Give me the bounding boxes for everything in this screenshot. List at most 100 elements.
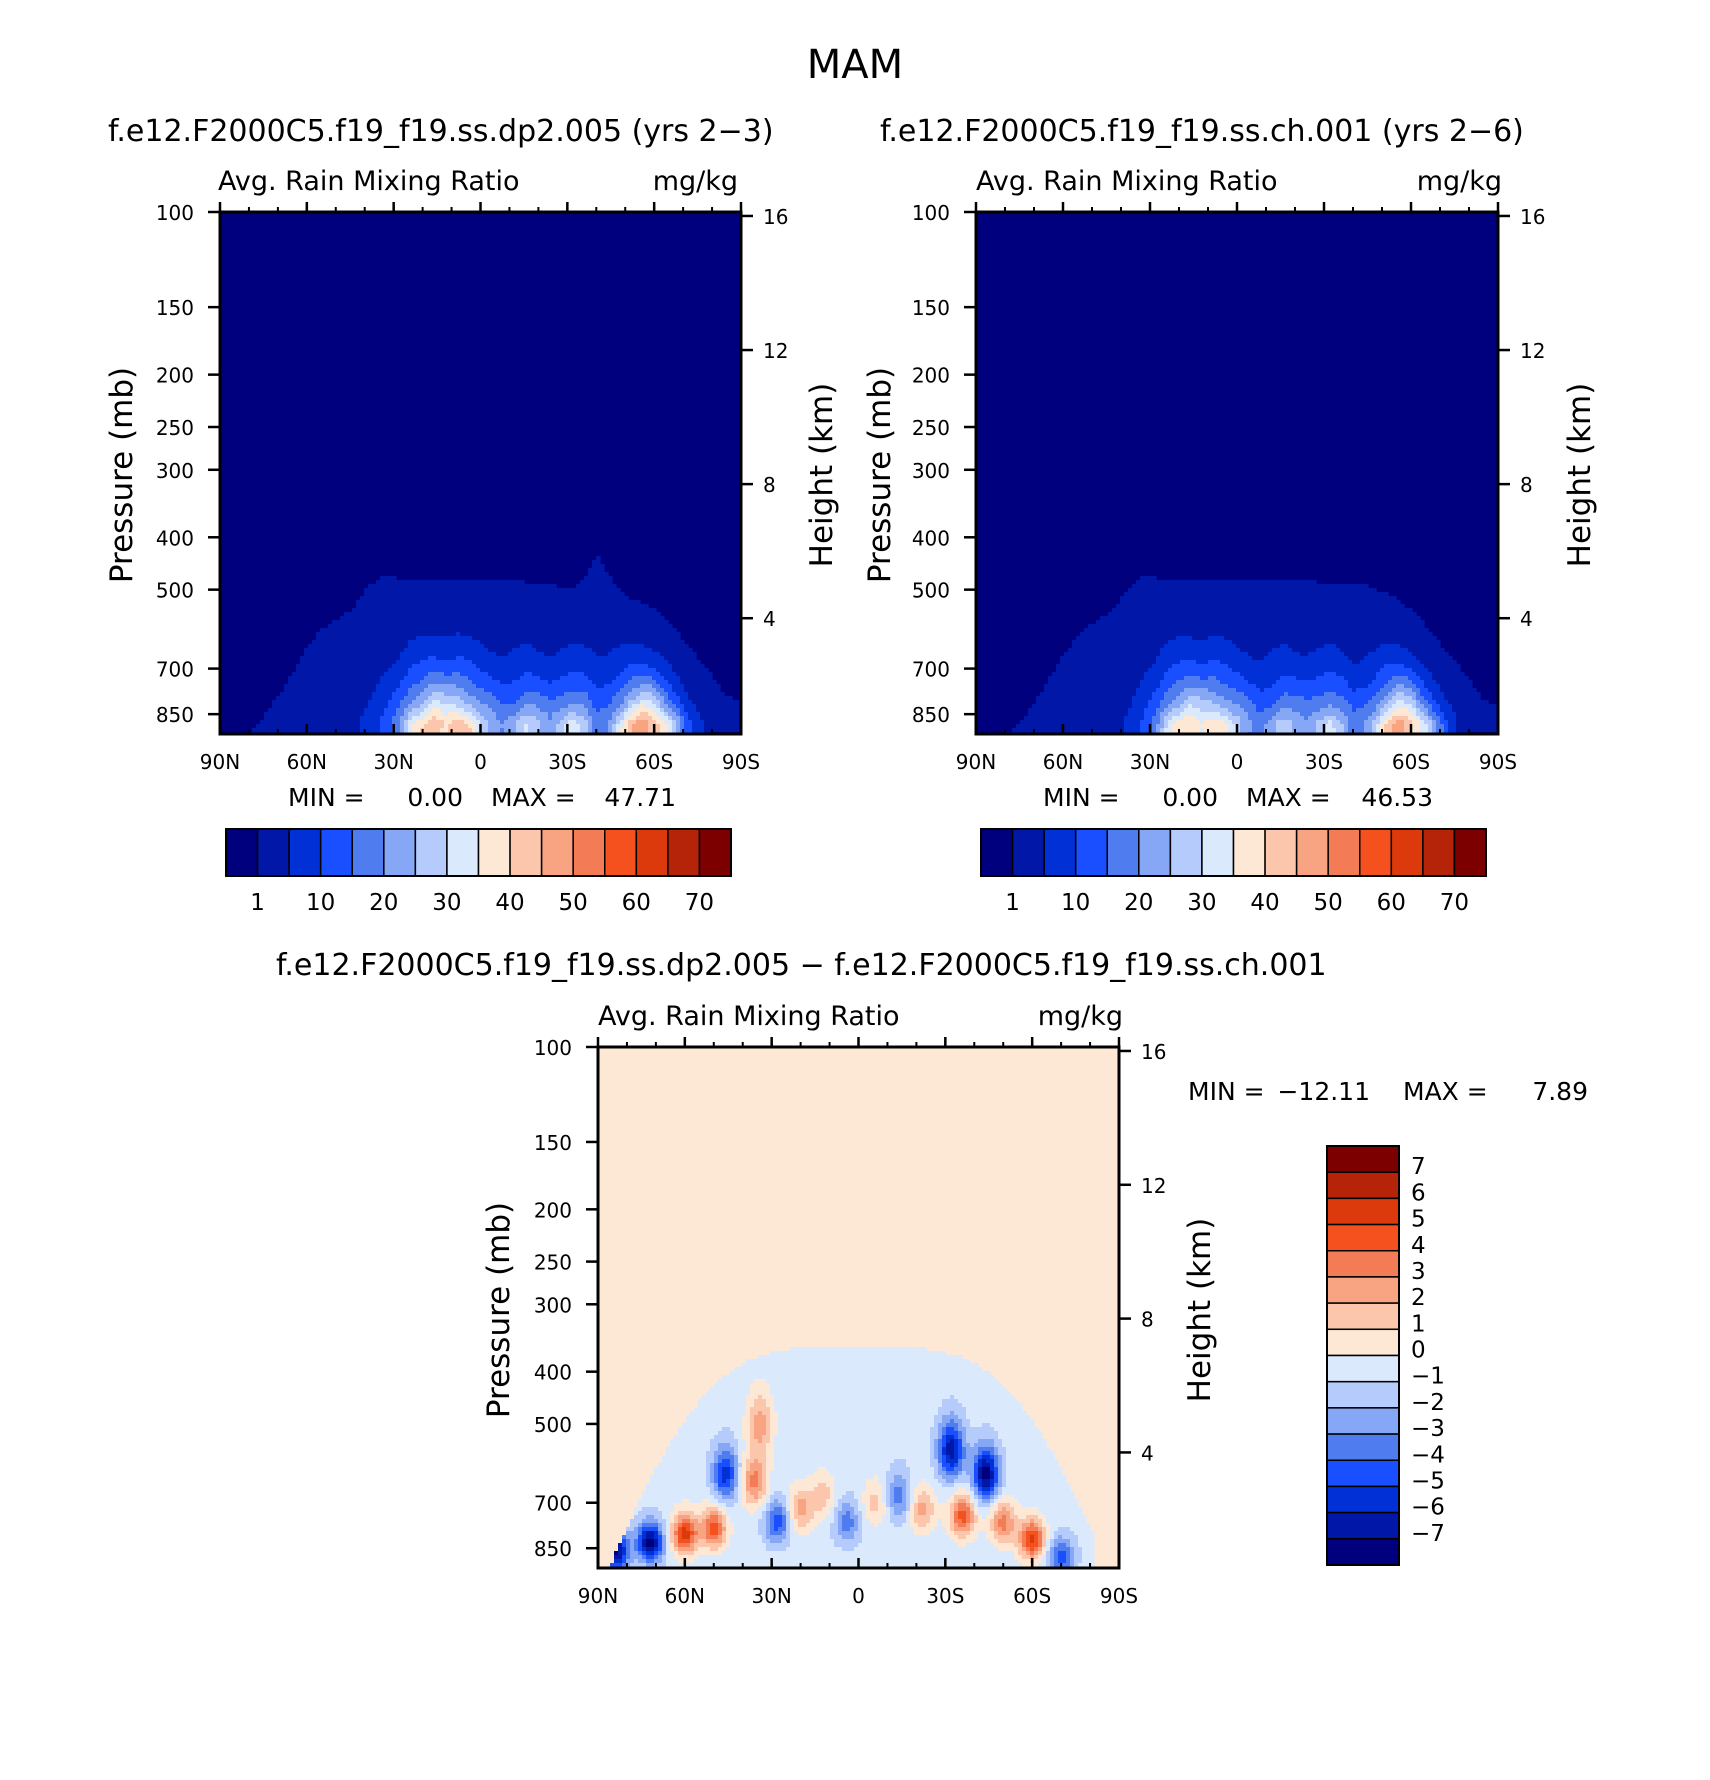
panel-2-cell	[1048, 716, 1053, 721]
panel-1-cell	[372, 592, 377, 597]
panel-1-cell	[588, 644, 593, 649]
panel-1-cell	[324, 652, 329, 657]
panel-2-cell	[1052, 692, 1057, 697]
panel-1-cell	[368, 636, 373, 641]
panel-1-cell	[576, 720, 581, 725]
panel-1-cell	[344, 668, 349, 673]
panel-1-cell	[476, 588, 481, 593]
panel-1-cell	[312, 652, 317, 657]
panel-1-cell	[628, 640, 633, 645]
panel-2-cell	[1160, 696, 1165, 701]
panel-2-cell	[1052, 696, 1057, 701]
panel-1-cell	[696, 708, 701, 713]
panel-2-cell	[1164, 724, 1169, 729]
panel-2-cell	[1164, 592, 1169, 597]
panel-1-cell	[632, 656, 637, 661]
panel-1-cell	[336, 644, 341, 649]
panel-1-cell	[696, 720, 701, 725]
panel-2-cell	[1148, 588, 1153, 593]
panel-1-cell	[580, 616, 585, 621]
panel-1-cell	[484, 696, 489, 701]
panel-2-cell	[1076, 660, 1081, 665]
panel-1-cell	[476, 672, 481, 677]
panel-1-cell	[440, 692, 445, 697]
panel-1-cell	[664, 700, 669, 705]
panel-2-cell	[1128, 680, 1133, 685]
panel-1-cell	[400, 624, 405, 629]
panel-2-cell	[1068, 648, 1073, 653]
panel-1-cell	[672, 644, 677, 649]
panel-1-cell	[724, 728, 729, 733]
panel-1-cell	[652, 704, 657, 709]
panel-1-cell	[508, 716, 513, 721]
panel-1-cell	[564, 624, 569, 629]
panel-1-cell	[432, 688, 437, 693]
panel-1-cell	[436, 708, 441, 713]
panel-1-cell	[332, 672, 337, 677]
panel-1-cell	[348, 696, 353, 701]
panel-1-cell	[456, 596, 461, 601]
panel-1-cell	[576, 692, 581, 697]
panel-1-cell	[680, 660, 685, 665]
panel-1-cell	[440, 640, 445, 645]
panel-1-cell	[640, 656, 645, 661]
panel-1-cell	[648, 680, 653, 685]
panel-1-cell	[476, 668, 481, 673]
panel-1-cell	[700, 680, 705, 685]
panel-1-cell	[584, 728, 589, 733]
panel-1-cell	[636, 692, 641, 697]
panel-2-cell	[1160, 620, 1165, 625]
panel-2-cell	[1080, 708, 1085, 713]
panel-1-cell	[500, 592, 505, 597]
panel-1-cell	[684, 692, 689, 697]
panel-1-cell	[488, 624, 493, 629]
panel-1-cell	[292, 720, 297, 725]
panel-1-cell	[396, 600, 401, 605]
panel-1-cell	[432, 696, 437, 701]
panel-1-cell	[564, 704, 569, 709]
panel-2-cell	[1040, 716, 1045, 721]
panel-1-cell	[400, 644, 405, 649]
panel-2-cell	[1020, 728, 1025, 733]
panel-1-cell	[616, 660, 621, 665]
panel-1-cell	[392, 644, 397, 649]
panel-2-cell	[1084, 644, 1089, 649]
panel-2-cell	[1156, 636, 1161, 641]
panel-2-cell	[1060, 688, 1065, 693]
panel-1-cell	[308, 664, 313, 669]
panel-1-cell	[320, 648, 325, 653]
panel-1-cell	[620, 608, 625, 613]
panel-1-cell	[720, 716, 725, 721]
panel-1-cell	[452, 716, 457, 721]
panel-2-cell	[1120, 676, 1125, 681]
panel-1-cell	[728, 700, 733, 705]
panel-2-cell	[1092, 660, 1097, 665]
panel-1-cell	[324, 672, 329, 677]
panel-1-cell	[376, 620, 381, 625]
panel-1-cell	[524, 608, 529, 613]
panel-1-cell	[480, 692, 485, 697]
panel-1-cell	[412, 664, 417, 669]
panel-2-cell	[1060, 660, 1065, 665]
panel-1-cell	[500, 700, 505, 705]
panel-2-cell	[1144, 620, 1149, 625]
panel-2-cell	[1156, 680, 1161, 685]
panel-2-cell	[1064, 680, 1069, 685]
panel-1-cell	[604, 724, 609, 729]
panel-2-cell	[1084, 632, 1089, 637]
panel-1-cell	[488, 712, 493, 717]
panel-1-cell	[348, 720, 353, 725]
panel-1-cell	[504, 648, 509, 653]
panel-1-cell	[376, 640, 381, 645]
panel-1-cell	[592, 640, 597, 645]
panel-1-cell	[552, 728, 557, 733]
panel-2-cell	[1040, 696, 1045, 701]
panel-1-cell	[512, 584, 517, 589]
panel-1-cell	[492, 596, 497, 601]
panel-1-cell	[388, 688, 393, 693]
panel-1-cell	[692, 692, 697, 697]
panel-1-cell	[568, 676, 573, 681]
panel-1-cell	[676, 716, 681, 721]
panel-2-cell	[1168, 684, 1173, 689]
panel-1-cell	[276, 696, 281, 701]
